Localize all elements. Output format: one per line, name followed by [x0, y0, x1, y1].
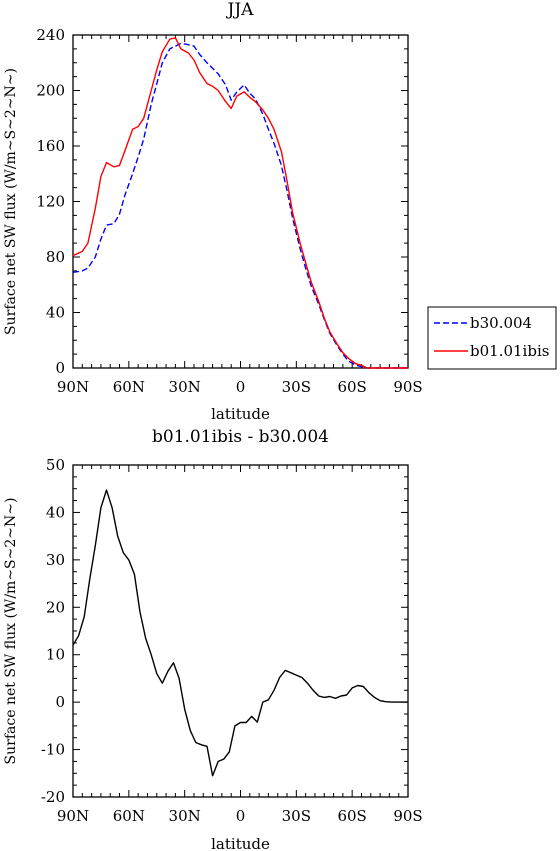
x-tick-label: 0 [236, 378, 246, 396]
chart-top: JJA 90N 60N 30N 0 30S 60S 90S 0 40 80 120 160 200 240 l… [3, 0, 557, 423]
x-tick-label: 60N [113, 807, 145, 825]
legend-box [427, 306, 557, 370]
y-tick-label: 120 [36, 193, 65, 211]
y-tick-label: -20 [41, 788, 65, 806]
y-tick-label: -10 [41, 741, 65, 759]
x-tick-label: 30S [282, 807, 311, 825]
y-tick-label: 40 [46, 304, 65, 322]
x-tick-label: 90S [393, 378, 422, 396]
y-axis-label: Surface net SW flux (W/m~S~2~N~) [3, 498, 19, 765]
y-tick-label: 20 [46, 598, 65, 616]
y-tick-label: 200 [36, 82, 65, 100]
y-tick-label: 0 [55, 359, 65, 377]
series-line-0 [72, 489, 408, 777]
x-tick-label: 30N [169, 378, 201, 396]
chart-title: JJA [226, 0, 255, 20]
y-tick-label: 50 [46, 456, 65, 474]
chart-bottom: b01.01ibis - b30.004 90N 60N 30N 0 30S 60S 90S -… [3, 427, 423, 851]
x-tick-label: 60N [113, 378, 145, 396]
y-axis-label: Surface net SW flux (W/m~S~2~N~) [3, 68, 19, 335]
x-tick-label: 30S [282, 378, 311, 396]
series-line-b01-01ibis [72, 37, 408, 369]
y-tick-label: 240 [36, 26, 65, 44]
y-tick-label: 30 [46, 551, 65, 569]
y-tick-label: 0 [55, 693, 65, 711]
chart-title: b01.01ibis - b30.004 [152, 427, 329, 447]
y-tick-label: 40 [46, 503, 65, 521]
x-tick-label: 60S [337, 807, 366, 825]
plot-frame [72, 464, 409, 798]
x-tick-label: 90N [57, 807, 89, 825]
y-tick-label: 80 [46, 248, 65, 266]
series-line-b30-004 [72, 42, 408, 369]
legend-label: b01.01ibis [470, 342, 549, 360]
x-tick-label: 90S [393, 807, 422, 825]
legend-label: b30.004 [470, 314, 532, 332]
x-axis-label: latitude [211, 835, 270, 851]
x-tick-label: 90N [57, 378, 89, 396]
x-tick-label: 30N [169, 807, 201, 825]
x-tick-label: 0 [236, 807, 246, 825]
y-tick-label: 10 [46, 646, 65, 664]
y-tick-label: 160 [36, 137, 65, 155]
x-axis-label: latitude [211, 405, 270, 423]
x-tick-label: 60S [337, 378, 366, 396]
